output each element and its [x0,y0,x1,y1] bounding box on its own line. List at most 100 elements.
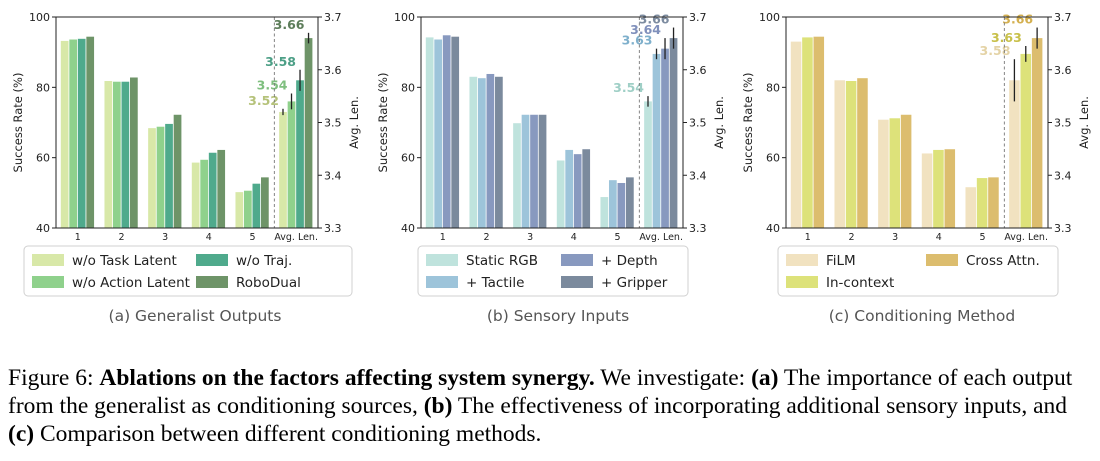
y-right-tick-label: 3.7 [1054,11,1072,24]
bar [608,180,617,228]
legend-label: + Tactile [466,275,524,291]
avg-len-bar [661,48,669,229]
bar [965,187,977,228]
bar [617,182,626,228]
legend-label: In-context [826,275,894,291]
y-tick-label: 40 [401,222,415,235]
y-right-axis-label: Avg. Len. [1077,96,1091,149]
bar [243,190,252,228]
bar [235,192,244,228]
bar [77,38,86,228]
bar [60,40,69,228]
y-tick-label: 60 [36,152,50,165]
y-right-tick-label: 3.3 [689,222,707,235]
y-right-tick-label: 3.6 [324,64,342,77]
y-axis-label: Success Rate (%) [376,73,390,173]
avg-len-value-label: 3.58 [265,54,296,69]
y-tick-label: 80 [766,81,780,94]
legend-label: Cross Attn. [966,253,1040,269]
figure-title: Ablations on the factors affecting syste… [99,365,595,391]
bar [156,126,165,228]
avg-len-value-label: 3.63 [622,33,653,48]
figure-caption: Figure 6: Ablations on the factors affec… [8,364,1094,448]
bar [626,177,634,228]
bar [790,41,802,229]
legend-label: FiLM [826,253,856,269]
x-tick-label: 2 [483,232,489,243]
bar [921,153,933,228]
caption-part-c-label: (c) [8,421,35,447]
avg-len-value-label: 3.52 [248,93,279,108]
bar [513,123,521,228]
bar [530,114,538,228]
bar [933,149,944,228]
avg-len-value-label: 3.64 [630,22,661,37]
panel-c: 3.583.63 3.66 40 60 80 100 3.3 3.4 3.5 3.6 3.7 1 2 3 4… [741,11,1091,325]
bar [191,162,200,228]
avg-len-bar [644,101,652,228]
avg-len-value-label: 3.54 [257,78,288,93]
y-tick-label: 80 [401,81,415,94]
legend-swatch [561,254,593,266]
legend-label: + Gripper [601,275,668,291]
x-tick-label: 1 [805,232,811,243]
legend-swatch [786,276,818,288]
legend-label: Static RGB [466,253,538,269]
bar [112,81,121,229]
bar [173,114,182,228]
bar [521,114,530,228]
x-tick-label: 4 [206,232,212,243]
legend-swatch [32,254,64,266]
panel-b: 3.54 3.633.643.66 40 60 80 100 3.3 3.4 3.5 3.6 3.7… [376,11,726,325]
caption-intro: We investigate: [600,365,746,391]
y-axis-label: Success Rate (%) [741,73,755,173]
plot-frame [420,16,684,229]
bar [148,128,156,228]
bar [165,123,173,228]
avg-len-bar [669,38,678,228]
y-right-tick-label: 3.5 [1054,117,1072,130]
avg-len-bar [304,38,313,228]
y-right-tick-label: 3.4 [689,169,707,182]
x-tick-label-avg: Avg. Len. [1004,232,1048,243]
y-tick-label: 60 [401,152,415,165]
bar [486,73,495,228]
bar [121,81,130,229]
bar [425,37,434,229]
bar [813,36,825,228]
legend-box [23,245,353,297]
bar [556,160,565,228]
avg-len-value-label: 3.54 [613,80,644,95]
legend-label: + Depth [601,253,658,269]
x-tick-label: 4 [936,232,942,243]
legend-swatch [196,276,228,288]
bar [200,159,209,228]
x-tick-label-avg: Avg. Len. [274,232,318,243]
avg-len-value-label: 3.66 [1002,12,1033,27]
bar [451,36,460,228]
legend-swatch [926,254,958,266]
avg-len-bar [1020,53,1032,229]
y-right-tick-label: 3.3 [1054,222,1072,235]
legend: FiLM In-context Cross Attn. [777,245,1059,297]
x-tick-label: 1 [75,232,81,243]
caption-part-a-text: The importance of each output from the g… [8,365,1073,419]
bar [565,149,574,228]
y-right-axis-label: Avg. Len. [347,96,361,149]
y-tick-label: 100 [394,11,415,24]
x-tick-label: 4 [571,232,577,243]
avg-len-bar [1009,80,1020,228]
panel-subcaption: (a) Generalist Outputs [109,307,282,325]
bar [976,178,988,228]
legend-label: w/o Action Latent [72,275,190,291]
caption-part-c-text: Comparison between different conditionin… [39,421,542,447]
bar [130,77,138,229]
y-right-tick-label: 3.4 [324,169,342,182]
legend-swatch [32,276,64,288]
avg-len-bar [1031,38,1043,228]
legend-swatch [196,254,228,266]
bar [477,78,486,228]
y-right-tick-label: 3.7 [324,11,342,24]
bar [944,149,956,228]
y-right-tick-label: 3.4 [1054,169,1072,182]
